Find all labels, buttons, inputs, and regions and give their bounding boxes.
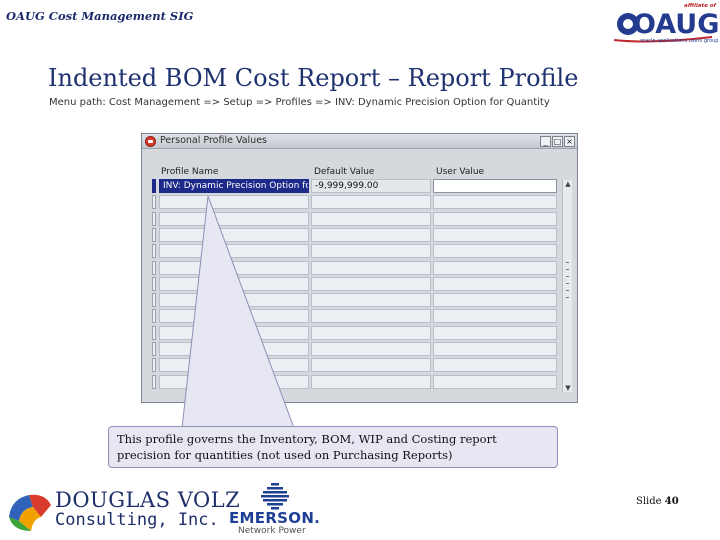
user-value-input[interactable] (433, 179, 557, 193)
profile-name-cell[interactable] (159, 211, 309, 226)
oaug-tagline: oracle applications users group (640, 38, 719, 44)
user-value-input[interactable] (433, 260, 557, 275)
table-row[interactable] (142, 243, 577, 259)
record-indicator[interactable] (152, 276, 156, 291)
emerson-name: EMERSON. (229, 509, 321, 527)
table-row[interactable] (142, 374, 577, 390)
user-value-input[interactable] (433, 195, 557, 210)
user-value-input[interactable] (433, 325, 557, 340)
record-indicator[interactable] (152, 342, 156, 356)
profile-name-cell[interactable] (159, 309, 309, 324)
profile-name-cell[interactable] (159, 358, 309, 373)
scroll-down-icon[interactable]: ▼ (565, 384, 571, 392)
record-indicator[interactable] (152, 244, 156, 259)
profile-name-cell[interactable] (159, 260, 309, 275)
slide-title: Indented BOM Cost Report – Report Profil… (48, 64, 579, 92)
profile-name-cell[interactable] (159, 276, 309, 291)
profile-name-cell[interactable]: INV: Dynamic Precision Option for (159, 179, 309, 193)
default-value-cell[interactable] (311, 260, 431, 275)
user-value-input[interactable] (433, 358, 557, 373)
default-value-cell[interactable] (311, 342, 431, 356)
table-row[interactable] (142, 194, 577, 210)
profile-name-cell[interactable] (159, 227, 309, 242)
profile-name-cell[interactable] (159, 374, 309, 389)
record-indicator[interactable] (152, 325, 156, 340)
record-indicator[interactable] (152, 227, 156, 242)
scroll-up-icon[interactable]: ▲ (565, 180, 571, 188)
default-value-cell[interactable] (311, 293, 431, 308)
table-row[interactable] (142, 292, 577, 308)
record-indicator[interactable] (152, 195, 156, 210)
default-value-cell[interactable] (311, 309, 431, 324)
record-indicator[interactable] (152, 211, 156, 226)
profile-name-cell[interactable] (159, 325, 309, 340)
default-value-cell[interactable] (311, 276, 431, 291)
record-indicator[interactable] (152, 374, 156, 389)
table-row[interactable] (142, 341, 577, 357)
oaug-wordmark: OAUG (633, 9, 720, 40)
scroll-track[interactable] (566, 262, 569, 302)
douglas-volz-logo-icon (9, 494, 51, 531)
emerson-subtitle: Network Power (238, 526, 306, 536)
default-value-cell[interactable] (311, 227, 431, 242)
douglas-volz-name: DOUGLAS VOLZ (55, 488, 241, 512)
vertical-scrollbar[interactable]: ▲ ▼ (562, 180, 572, 392)
profile-name-cell[interactable] (159, 342, 309, 356)
table-row[interactable] (142, 308, 577, 324)
window-titlebar[interactable]: Personal Profile Values _ □ × (142, 134, 577, 149)
header-user-value: User Value (436, 167, 485, 177)
oaug-affiliate-text: affiliate of (684, 3, 716, 9)
profile-name-cell[interactable] (159, 195, 309, 210)
record-indicator[interactable] (152, 293, 156, 308)
table-row[interactable] (142, 260, 577, 276)
user-value-input[interactable] (433, 276, 557, 291)
table-row[interactable] (142, 211, 577, 227)
table-row[interactable] (142, 357, 577, 373)
record-indicator[interactable] (152, 260, 156, 275)
header-profile-name: Profile Name (161, 167, 219, 177)
user-value-input[interactable] (433, 374, 557, 389)
oracle-app-icon (145, 136, 156, 147)
slide-number: Slide 40 (636, 496, 679, 507)
user-value-input[interactable] (433, 342, 557, 356)
header-default-value: Default Value (314, 167, 375, 177)
record-indicator[interactable] (152, 179, 156, 193)
default-value-cell[interactable] (311, 358, 431, 373)
table-row[interactable] (142, 227, 577, 243)
table-row[interactable] (142, 325, 577, 341)
douglas-volz-subtitle: Consulting, Inc. (55, 510, 219, 530)
default-value-cell[interactable] (311, 374, 431, 389)
window-title: Personal Profile Values (160, 135, 268, 146)
close-button[interactable]: × (564, 136, 575, 147)
record-indicator[interactable] (152, 358, 156, 373)
user-value-input[interactable] (433, 244, 557, 259)
oaug-logo (613, 13, 713, 43)
user-value-input[interactable] (433, 293, 557, 308)
slide-label: Slide (636, 496, 662, 507)
default-value-cell[interactable]: -9,999,999.00 (311, 179, 431, 193)
profile-values-window: Personal Profile Values _ □ × Profile Na… (141, 133, 578, 403)
minimize-button[interactable]: _ (540, 136, 551, 147)
default-value-cell[interactable] (311, 244, 431, 259)
user-value-input[interactable] (433, 309, 557, 324)
default-value-cell[interactable] (311, 211, 431, 226)
table-row[interactable]: INV: Dynamic Precision Option for -9,999,… (142, 178, 577, 194)
column-headers: Profile Name Default Value User Value (142, 167, 577, 179)
menu-path: Menu path: Cost Management => Setup => P… (49, 97, 550, 108)
user-value-input[interactable] (433, 227, 557, 242)
maximize-button[interactable]: □ (552, 136, 563, 147)
default-value-cell[interactable] (311, 325, 431, 340)
callout-note: This profile governs the Inventory, BOM,… (108, 426, 558, 468)
sig-title: OAUG Cost Management SIG (6, 9, 194, 23)
default-value-cell[interactable] (311, 195, 431, 210)
slide-number-value: 40 (664, 496, 679, 507)
record-indicator[interactable] (152, 309, 156, 324)
user-value-input[interactable] (433, 211, 557, 226)
profile-name-cell[interactable] (159, 244, 309, 259)
emerson-logo-icon (261, 483, 289, 510)
table-row[interactable] (142, 276, 577, 292)
profile-name-cell[interactable] (159, 293, 309, 308)
